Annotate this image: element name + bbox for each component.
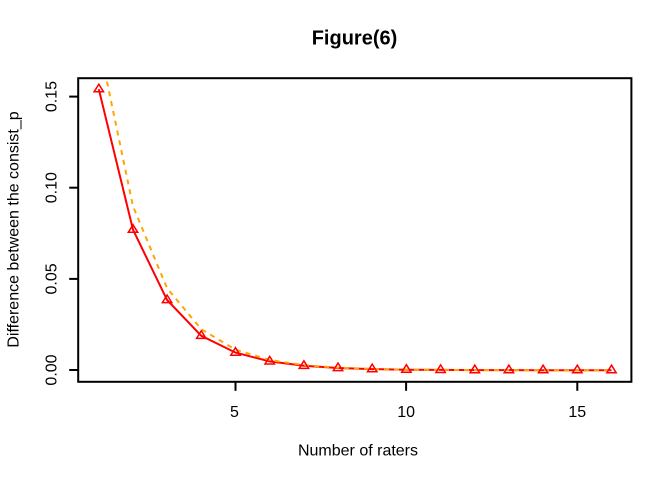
- svg-text:10: 10: [397, 404, 415, 421]
- svg-text:Number of raters: Number of raters: [298, 443, 418, 460]
- svg-text:Figure(6): Figure(6): [312, 28, 398, 50]
- svg-text:Difference between the consist: Difference between the consist_p: [6, 111, 23, 347]
- svg-text:15: 15: [568, 404, 586, 421]
- svg-text:0.05: 0.05: [44, 263, 61, 294]
- svg-text:0.00: 0.00: [44, 354, 61, 385]
- svg-text:5: 5: [230, 404, 239, 421]
- svg-text:0.10: 0.10: [44, 172, 61, 203]
- svg-text:0.15: 0.15: [44, 81, 61, 112]
